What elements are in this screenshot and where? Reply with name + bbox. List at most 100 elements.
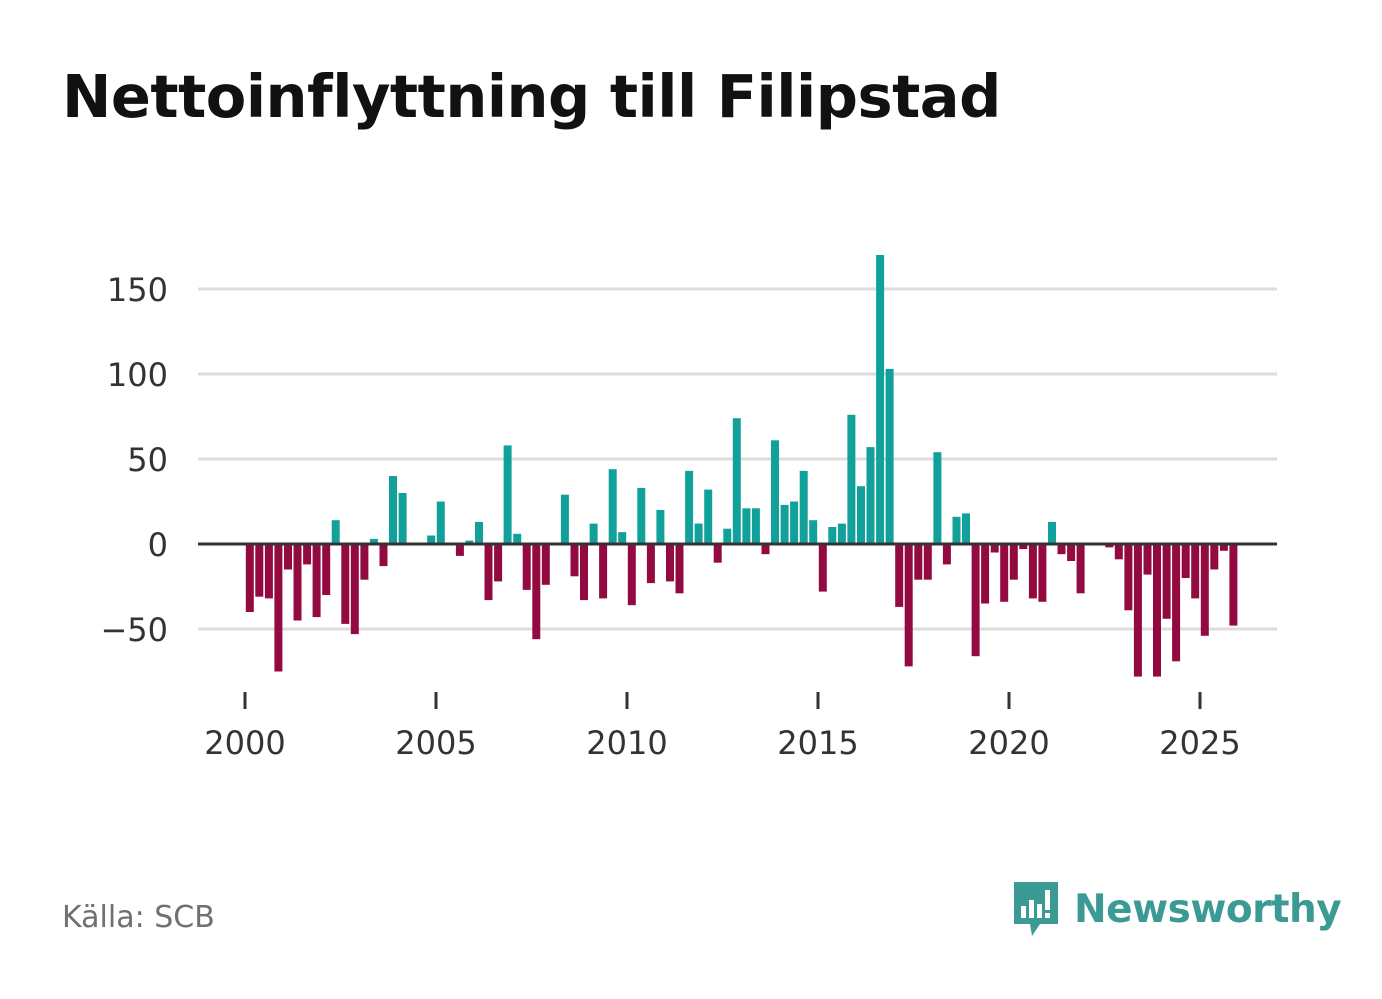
y-tick-label: 50 <box>127 441 168 479</box>
x-tick-label: 2000 <box>204 724 285 762</box>
bar <box>933 452 942 544</box>
bar <box>742 508 751 544</box>
bar <box>981 544 990 604</box>
newsworthy-logo-icon <box>1014 882 1058 936</box>
bar <box>1067 544 1076 561</box>
bar <box>331 520 340 544</box>
bar <box>1162 544 1171 619</box>
bar <box>1000 544 1009 602</box>
bar <box>646 544 655 584</box>
bar <box>580 544 588 601</box>
bar <box>704 489 713 544</box>
bar <box>942 544 951 565</box>
bar <box>761 544 770 555</box>
bar <box>541 544 550 585</box>
y-axis-ticks: 150 100 50 0 −50 <box>100 271 168 649</box>
bar <box>857 486 865 544</box>
bar <box>751 508 760 544</box>
bar <box>962 513 970 544</box>
bar <box>675 544 684 594</box>
bar <box>350 544 359 635</box>
bar <box>809 520 818 544</box>
brand-logo[interactable]: Newsworthy <box>1010 878 1342 940</box>
bar <box>484 544 493 601</box>
bar <box>627 544 636 606</box>
bar <box>666 544 674 582</box>
bar <box>847 414 856 544</box>
bar <box>245 544 254 612</box>
bar-series <box>245 255 1238 677</box>
bar <box>589 523 598 544</box>
bar <box>1133 544 1142 677</box>
x-tick-label: 2015 <box>777 724 858 762</box>
bar <box>837 523 846 544</box>
bar <box>293 544 302 621</box>
bar <box>685 470 694 544</box>
bar <box>322 544 331 595</box>
bar <box>284 544 292 570</box>
bar <box>522 544 531 590</box>
bar <box>1181 544 1190 578</box>
bar <box>1076 544 1085 594</box>
bar <box>427 535 436 544</box>
bar <box>1143 544 1152 575</box>
bar <box>599 544 608 599</box>
bar <box>1172 544 1181 662</box>
bar <box>818 544 827 592</box>
bar <box>1124 544 1133 611</box>
bar <box>904 544 913 667</box>
bar <box>1153 544 1161 677</box>
bar <box>1219 544 1228 551</box>
bar <box>360 544 369 580</box>
bar <box>618 532 627 544</box>
bar <box>1191 544 1200 599</box>
bar <box>570 544 579 577</box>
x-axis-ticks: 2000 2005 2010 2015 2020 2025 <box>204 692 1241 762</box>
bar <box>494 544 503 582</box>
bar <box>637 487 646 544</box>
bar <box>780 504 789 544</box>
y-tick-label: −50 <box>100 611 168 649</box>
bar <box>1048 521 1056 544</box>
bar <box>723 528 732 544</box>
bar <box>1028 544 1037 599</box>
bar <box>923 544 932 580</box>
bar <box>990 544 999 553</box>
bar <box>398 493 407 544</box>
bar <box>732 418 741 544</box>
bar <box>369 538 378 544</box>
bar <box>389 476 397 544</box>
bar <box>255 544 264 597</box>
bar <box>264 544 273 599</box>
bar <box>274 544 283 672</box>
bar <box>475 521 483 544</box>
bar <box>895 544 904 607</box>
x-tick-label: 2025 <box>1159 724 1240 762</box>
bar <box>1057 544 1066 555</box>
bar <box>560 494 569 544</box>
source-label: Källa: SCB <box>62 900 215 935</box>
x-tick-label: 2005 <box>395 724 476 762</box>
brand-name: Newsworthy <box>1074 886 1342 932</box>
bar <box>1038 544 1047 602</box>
bar <box>771 440 779 544</box>
bar <box>1200 544 1209 636</box>
bar <box>513 533 522 544</box>
y-tick-label: 150 <box>107 271 168 309</box>
bar <box>341 544 350 624</box>
x-tick-label: 2010 <box>586 724 667 762</box>
bar <box>790 501 799 544</box>
bar <box>1009 544 1018 580</box>
y-tick-label: 0 <box>148 526 168 564</box>
bar <box>914 544 923 580</box>
bar <box>694 523 703 544</box>
bar <box>379 544 388 567</box>
bar <box>866 447 875 544</box>
chart-title: Nettoinflyttning till Filipstad <box>62 62 1001 131</box>
bar <box>1105 544 1114 548</box>
bar <box>455 544 464 556</box>
bar <box>656 510 665 544</box>
bar <box>952 516 961 544</box>
x-tick-label: 2020 <box>968 724 1049 762</box>
bar <box>828 527 837 544</box>
